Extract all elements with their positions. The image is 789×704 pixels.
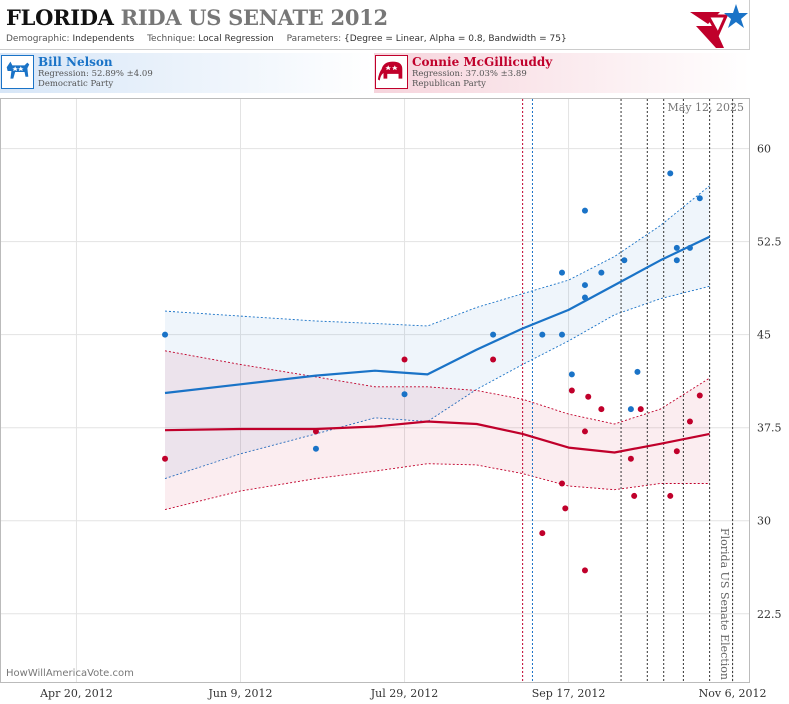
poll-point xyxy=(490,331,497,338)
poll-point xyxy=(696,392,703,399)
confidence-band xyxy=(165,350,710,510)
confidence-bands xyxy=(164,185,710,511)
candidate-republican: Connie McGillicuddy Regression: 37.03% ±… xyxy=(374,53,750,93)
poll-point xyxy=(559,269,565,276)
poll-point xyxy=(581,428,588,435)
poll-point xyxy=(490,356,497,363)
chart-header: FLORIDA RIDA US SENATE 2012 Demographic:… xyxy=(0,0,789,52)
elephant-icon xyxy=(375,55,408,89)
band-upper-line xyxy=(164,350,710,425)
chart-title: FLORIDA RIDA US SENATE 2012 xyxy=(6,5,388,30)
band-upper-line xyxy=(164,185,710,327)
axis-ticks: 22.5 30 37.5 45 52.5 60 Apr 20, 2012 Jun 9, 201… xyxy=(39,143,781,700)
poll-point xyxy=(581,567,588,574)
poll-point xyxy=(401,356,408,363)
site-credit: HowWillAmericaVote.com xyxy=(6,668,134,679)
rep-regression: Regression: 37.03% ±3.89 xyxy=(412,69,527,79)
demographic-value: Independents xyxy=(72,34,135,44)
candidate-democrat: Bill Nelson Regression: 52.89% ±4.09 Dem… xyxy=(0,53,375,93)
title-state: FLORIDA xyxy=(6,5,114,30)
title-rest: RIDA US SENATE 2012 xyxy=(120,5,388,30)
event-lines xyxy=(522,99,734,682)
poll-point xyxy=(686,244,693,251)
x-tick-label: Sep 17, 2012 xyxy=(532,687,606,700)
election-label: Florida US Senate Election xyxy=(718,528,731,680)
date-stamp: May 12, 2025 xyxy=(667,101,744,114)
fit-line xyxy=(164,235,711,395)
confidence-band xyxy=(165,185,710,479)
poll-point xyxy=(581,207,588,214)
poll-point xyxy=(667,492,674,499)
y-tick-label: 52.5 xyxy=(757,236,782,249)
poll-point xyxy=(312,445,319,452)
poll-point xyxy=(539,530,546,537)
poll-point xyxy=(568,371,575,378)
header-divider xyxy=(0,49,750,50)
demographic-label: Demographic: xyxy=(6,34,70,44)
poll-point xyxy=(598,269,605,276)
poll-points xyxy=(162,170,703,574)
poll-point xyxy=(627,406,634,413)
poll-point xyxy=(559,331,565,338)
poll-point xyxy=(686,418,693,425)
fit-line xyxy=(164,420,710,454)
band-lower-line xyxy=(164,463,710,511)
poll-point xyxy=(585,393,592,400)
poll-point xyxy=(667,170,674,177)
poll-point xyxy=(581,294,588,301)
x-tick-label: Jun 9, 2012 xyxy=(207,687,272,700)
fit-lines xyxy=(164,235,711,454)
poll-point xyxy=(559,480,565,487)
poll-point xyxy=(401,391,408,398)
grid xyxy=(1,99,749,682)
parameters-value: {Degree = Linear, Alpha = 0.8, Bandwidth… xyxy=(344,34,567,44)
y-tick-label: 45 xyxy=(757,329,771,342)
dem-party: Democratic Party xyxy=(38,79,114,89)
poll-point xyxy=(631,492,638,499)
technique-label: Technique: xyxy=(147,34,196,44)
y-tick-label: 60 xyxy=(757,143,771,156)
poll-point xyxy=(621,257,628,264)
poll-point xyxy=(627,455,634,462)
poll-point xyxy=(673,244,680,251)
donkey-icon xyxy=(1,55,34,89)
poll-point xyxy=(568,387,575,394)
dem-regression: Regression: 52.89% ±4.09 xyxy=(38,69,153,79)
parameters-label: Parameters: xyxy=(286,34,342,44)
plot-frame xyxy=(0,98,750,683)
poll-point xyxy=(673,448,680,455)
y-tick-label: 22.5 xyxy=(757,608,782,621)
x-tick-label: Nov 6, 2012 xyxy=(699,687,767,700)
dem-candidate-name: Bill Nelson xyxy=(38,55,113,69)
x-tick-label: Apr 20, 2012 xyxy=(39,687,113,700)
rep-party: Republican Party xyxy=(412,79,486,89)
poll-point xyxy=(312,428,319,435)
poll-point xyxy=(673,257,680,264)
poll-point xyxy=(539,331,546,338)
poll-point xyxy=(637,406,644,413)
poll-point xyxy=(634,368,641,375)
y-tick-label: 37.5 xyxy=(757,422,782,435)
poll-point xyxy=(162,455,169,462)
y-tick-label: 30 xyxy=(757,515,771,528)
x-tick-label: Jul 29, 2012 xyxy=(370,687,439,700)
header-edge xyxy=(749,0,750,50)
star-logo-icon xyxy=(690,4,748,48)
poll-point xyxy=(696,195,703,202)
poll-point xyxy=(562,505,569,512)
poll-point xyxy=(581,282,588,289)
rep-candidate-name: Connie McGillicuddy xyxy=(412,55,553,69)
parameters-line: Demographic: Independents Technique: Loc… xyxy=(6,34,567,44)
poll-point xyxy=(598,406,605,413)
poll-point xyxy=(162,331,169,338)
technique-value: Local Regression xyxy=(198,34,274,44)
